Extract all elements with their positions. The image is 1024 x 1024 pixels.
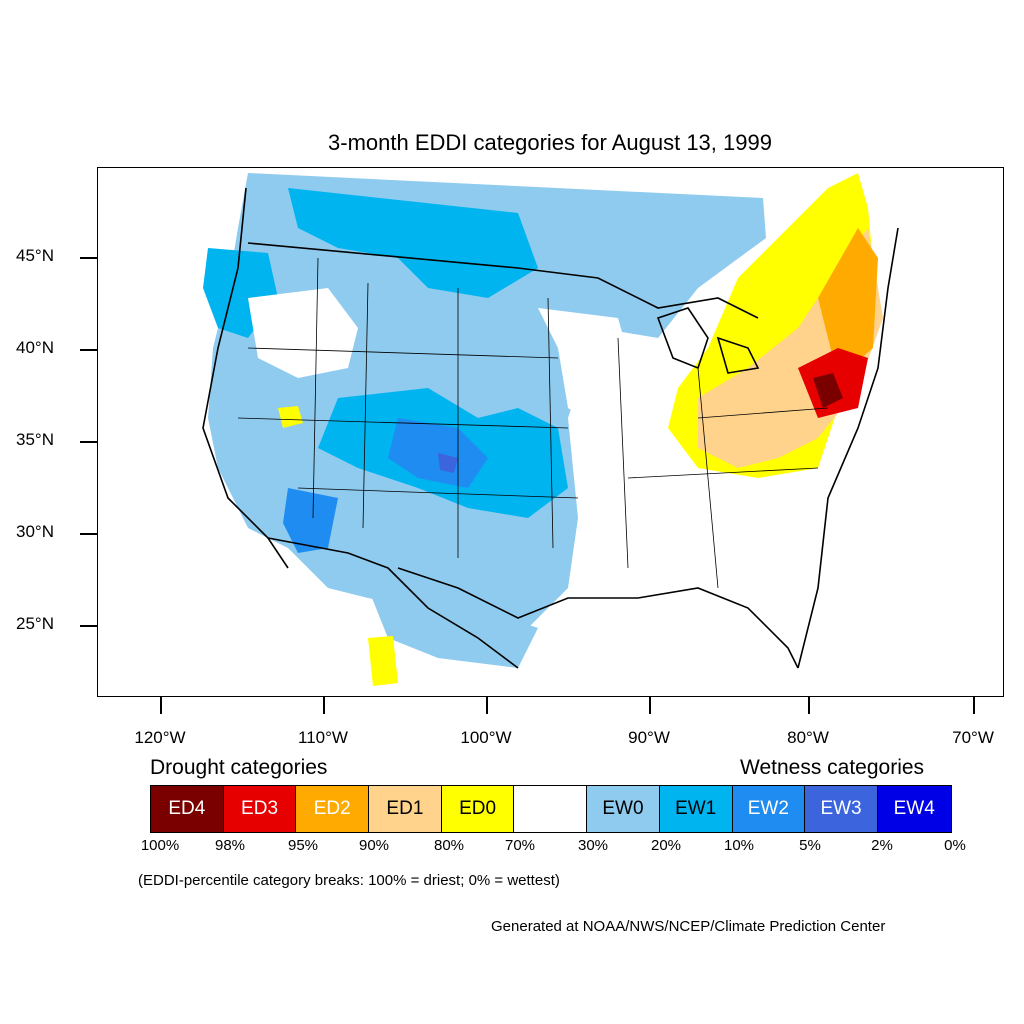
lon-tick-100: [486, 697, 488, 714]
lat-tick-35: [80, 441, 97, 443]
lat-label-40: 40°N: [16, 338, 54, 357]
legend-box-neutral: [514, 786, 588, 832]
lon-label-90: 90°W: [628, 728, 670, 747]
pct-break: 5%: [799, 837, 821, 854]
lat-tick-30: [80, 533, 97, 535]
ed4-region: [813, 373, 843, 408]
ew2-region-southwest: [283, 488, 338, 553]
lon-label-110: 110°W: [298, 728, 348, 747]
credit-line: Generated at NOAA/NWS/NCEP/Climate Predi…: [491, 918, 886, 935]
legend-box-ew4: EW4: [877, 786, 951, 832]
us-canada-border: [247, 242, 759, 319]
ed2-region: [818, 228, 878, 378]
lon-label-100: 100°W: [460, 728, 512, 747]
legend-label-ed3: ED3: [241, 798, 279, 819]
legend-label-ew0: EW0: [602, 798, 644, 819]
category-breaks-note: (EDDI-percentile category breaks: 100% =…: [138, 872, 560, 889]
pct-break: 0%: [944, 837, 966, 854]
pct-break: 100%: [140, 837, 180, 854]
legend-box-ed0: ED0: [441, 786, 515, 832]
great-lakes: [656, 307, 760, 374]
legend-label-ed4: ED4: [168, 798, 206, 819]
east-coast: [797, 227, 899, 669]
legend-box-ed4: ED4: [151, 786, 224, 832]
legend-box-ew2: EW2: [732, 786, 806, 832]
gulf-coast: [397, 567, 799, 669]
pct-break: 20%: [650, 837, 682, 854]
pct-break: 80%: [433, 837, 465, 854]
legend-label-ed1: ED1: [386, 798, 424, 819]
lon-tick-80: [808, 697, 810, 714]
legend-box-ed3: ED3: [223, 786, 297, 832]
wetness-fields: [203, 173, 766, 668]
lat-tick-40: [80, 349, 97, 351]
legend-box-ew1: EW1: [659, 786, 733, 832]
lon-tick-110: [323, 697, 325, 714]
ed0-spot-nv: [278, 406, 303, 428]
neutral-fields: [248, 288, 818, 688]
pct-break: 95%: [287, 837, 319, 854]
lon-tick-120: [160, 697, 162, 714]
ed0-spot-mx: [368, 636, 398, 686]
ew0-region-south: [368, 588, 538, 668]
legend-label-ew2: EW2: [747, 798, 789, 819]
drought-categories-heading: Drought categories: [150, 756, 328, 779]
lat-label-30: 30°N: [16, 522, 54, 541]
us-mexico-border: [267, 537, 519, 669]
legend-box-ed2: ED2: [296, 786, 370, 832]
pct-break: 90%: [358, 837, 390, 854]
legend-label-ed2: ED2: [313, 798, 351, 819]
pct-break: 30%: [577, 837, 609, 854]
pct-break: 10%: [723, 837, 755, 854]
legend-box-ed1: ED1: [369, 786, 442, 832]
ew0-region-west: [208, 173, 766, 638]
legend-label-ew4: EW4: [893, 798, 935, 819]
ew1-region-north: [288, 188, 538, 298]
lon-label-120: 120°W: [134, 728, 186, 747]
eddi-map: [202, 173, 899, 688]
pct-break: 98%: [214, 837, 246, 854]
map-title: 3-month EDDI categories for August 13, 1…: [328, 130, 772, 155]
lat-label-45: 45°N: [16, 246, 54, 265]
lon-label-70: 70°W: [952, 728, 994, 747]
lon-tick-70: [973, 697, 975, 714]
wetness-categories-heading: Wetness categories: [740, 756, 925, 779]
drought-fields: [278, 173, 883, 686]
category-legend-bar: ED4 ED3 ED2 ED1 ED0 EW0 EW1 EW2 EW3 EW4: [150, 785, 952, 833]
lat-label-35: 35°N: [16, 430, 54, 449]
pct-break: 70%: [504, 837, 536, 854]
lat-label-25: 25°N: [16, 614, 54, 633]
state-lines: [237, 257, 829, 589]
map-panel: [97, 167, 1004, 697]
lat-tick-45: [80, 257, 97, 259]
lon-label-80: 80°W: [787, 728, 829, 747]
legend-label-ed0: ED0: [459, 798, 497, 819]
legend-label-ew3: EW3: [820, 798, 862, 819]
legend-label-ew1: EW1: [675, 798, 717, 819]
boundaries: [202, 187, 899, 669]
lon-tick-90: [649, 697, 651, 714]
legend-box-ew3: EW3: [805, 786, 878, 832]
pct-break: 2%: [871, 837, 893, 854]
ew3-spot: [438, 453, 458, 473]
legend-box-ew0: EW0: [587, 786, 660, 832]
lat-tick-25: [80, 625, 97, 627]
